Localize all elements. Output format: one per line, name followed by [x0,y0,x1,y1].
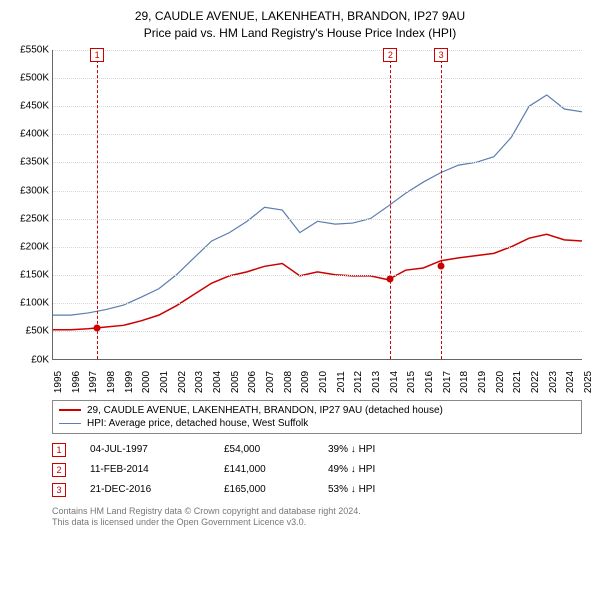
title-line-1: 29, CAUDLE AVENUE, LAKENHEATH, BRANDON, … [8,8,592,25]
x-tick-label: 2010 [318,370,329,392]
chart-title-block: 29, CAUDLE AVENUE, LAKENHEATH, BRANDON, … [8,8,592,42]
y-tick-label: £250K [9,213,49,224]
gridline-y [53,275,582,276]
y-tick-label: £150K [9,270,49,281]
annotation-price: £141,000 [224,464,304,475]
x-tick-label: 2023 [548,370,559,392]
x-tick-label: 2011 [336,371,347,393]
chart-lines-svg [53,50,582,359]
y-tick-label: £500K [9,72,49,83]
y-tick-label: £350K [9,157,49,168]
x-tick-label: 2004 [212,370,223,392]
chart-area: £0K£50K£100K£150K£200K£250K£300K£350K£40… [52,50,592,396]
sale-marker-line [390,50,391,359]
y-tick-label: £450K [9,100,49,111]
x-tick-label: 2001 [159,370,170,392]
x-tick-label: 2020 [495,370,506,392]
x-tick-label: 2008 [283,370,294,392]
y-tick-label: £400K [9,129,49,140]
footer-line-2: This data is licensed under the Open Gov… [52,517,582,529]
legend-swatch [59,423,81,424]
sale-marker-dot [438,262,445,269]
gridline-y [53,331,582,332]
x-tick-label: 2025 [583,370,594,392]
x-tick-label: 2014 [389,370,400,392]
y-tick-label: £300K [9,185,49,196]
y-tick-label: £200K [9,241,49,252]
gridline-y [53,303,582,304]
x-tick-label: 2005 [230,370,241,392]
x-tick-label: 1995 [53,370,64,392]
x-tick-label: 2000 [141,370,152,392]
annotation-date: 21-DEC-2016 [90,484,200,495]
x-tick-label: 2022 [530,370,541,392]
x-tick-label: 2003 [194,370,205,392]
x-tick-label: 2002 [177,370,188,392]
series-line-hpi [53,95,582,315]
annotation-date: 04-JUL-1997 [90,444,200,455]
gridline-y [53,247,582,248]
x-tick-label: 2017 [442,370,453,392]
legend-label: 29, CAUDLE AVENUE, LAKENHEATH, BRANDON, … [87,405,443,416]
annotation-price: £54,000 [224,444,304,455]
annotation-row: 1 04-JUL-1997 £54,000 39% ↓ HPI [52,440,582,460]
legend-box: 29, CAUDLE AVENUE, LAKENHEATH, BRANDON, … [52,400,582,434]
sale-marker-line [441,50,442,359]
x-tick-label: 2009 [300,370,311,392]
annotation-pct: 39% ↓ HPI [328,444,428,455]
x-tick-label: 2018 [459,370,470,392]
annotation-number: 1 [52,443,66,457]
sale-marker-dot [94,325,101,332]
legend-swatch [59,409,81,411]
x-tick-label: 2019 [477,370,488,392]
series-line-price_paid [53,234,582,329]
x-tick-label: 1999 [124,370,135,392]
annotation-pct: 49% ↓ HPI [328,464,428,475]
legend-label: HPI: Average price, detached house, West… [87,418,308,429]
annotation-number: 3 [52,483,66,497]
gridline-y [53,191,582,192]
x-tick-label: 2016 [424,370,435,392]
gridline-y [53,50,582,51]
gridline-y [53,134,582,135]
sale-marker-dot [387,276,394,283]
annotation-table: 1 04-JUL-1997 £54,000 39% ↓ HPI 2 11-FEB-2014… [52,440,582,500]
x-tick-label: 1997 [88,370,99,392]
sale-marker-line [97,50,98,359]
y-tick-label: £0K [9,354,49,365]
annotation-pct: 53% ↓ HPI [328,484,428,495]
sale-marker-box: 2 [383,48,397,62]
gridline-y [53,78,582,79]
plot-region: £0K£50K£100K£150K£200K£250K£300K£350K£40… [52,50,582,360]
y-tick-label: £50K [9,326,49,337]
annotation-price: £165,000 [224,484,304,495]
x-tick-label: 2015 [406,370,417,392]
annotation-row: 3 21-DEC-2016 £165,000 53% ↓ HPI [52,480,582,500]
gridline-y [53,219,582,220]
x-tick-label: 1998 [106,370,117,392]
y-tick-label: £100K [9,298,49,309]
annotation-date: 11-FEB-2014 [90,464,200,475]
footer-line-1: Contains HM Land Registry data © Crown c… [52,506,582,518]
legend-row: 29, CAUDLE AVENUE, LAKENHEATH, BRANDON, … [59,404,575,417]
x-tick-label: 2007 [265,370,276,392]
x-tick-label: 2024 [565,370,576,392]
legend-row: HPI: Average price, detached house, West… [59,417,575,430]
annotation-number: 2 [52,463,66,477]
x-tick-label: 2013 [371,370,382,392]
annotation-row: 2 11-FEB-2014 £141,000 49% ↓ HPI [52,460,582,480]
gridline-y [53,162,582,163]
x-tick-label: 2021 [512,370,523,392]
y-tick-label: £550K [9,44,49,55]
footer-attribution: Contains HM Land Registry data © Crown c… [52,506,582,529]
sale-marker-box: 3 [434,48,448,62]
sale-marker-box: 1 [90,48,104,62]
x-tick-label: 2006 [247,370,258,392]
title-line-2: Price paid vs. HM Land Registry's House … [8,25,592,42]
x-tick-label: 1996 [71,370,82,392]
gridline-y [53,106,582,107]
x-tick-label: 2012 [353,370,364,392]
